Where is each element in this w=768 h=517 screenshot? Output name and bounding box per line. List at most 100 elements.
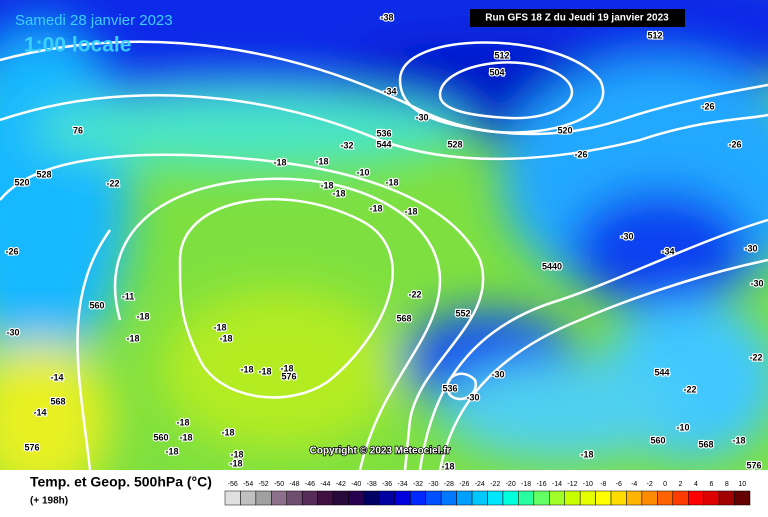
contour-label: 560 [650,435,665,445]
scale-swatch [301,490,318,506]
contour-label: -18 [385,177,398,187]
scale-label: -6 [616,481,622,488]
scale-label: -2 [647,481,653,488]
scale-label: -50 [274,481,284,488]
scale-swatch [518,490,535,506]
scale-label: -54 [243,481,253,488]
contour-label: -18 [320,180,333,190]
scale-swatch [255,490,272,506]
contour-label: -22 [408,289,421,299]
scale-swatch [456,490,473,506]
contour-label: -18 [580,449,593,459]
contour-label: -38 [380,12,393,22]
contour-label: -30 [620,231,633,241]
contour-label: 76 [73,125,83,135]
scale-label: 10 [738,481,746,488]
contour-label: -18 [732,435,745,445]
contour-label: -14 [33,407,46,417]
scale-swatch [240,490,257,506]
scale-swatch [271,490,288,506]
scale-label: -8 [600,481,606,488]
contour-label: -14 [50,372,63,382]
contour-label: 568 [698,439,713,449]
scale-label: -20 [506,481,516,488]
contour-label: -26 [728,139,741,149]
contour-label: -18 [165,446,178,456]
scale-label: -30 [428,481,438,488]
contour-label: -18 [219,333,232,343]
scale-swatch [734,490,751,506]
contour-label: -30 [6,327,19,337]
contour-label: 528 [36,169,51,179]
scale-swatch [363,490,380,506]
scale-swatch [487,490,504,506]
scale-label: -18 [521,481,531,488]
scale-label: -52 [259,481,269,488]
scale-label: -42 [336,481,346,488]
scale-swatch [703,490,720,506]
scale-label: -10 [583,481,593,488]
scale-label: -32 [413,481,423,488]
contour-label: 544 [654,367,669,377]
contour-label: -10 [676,422,689,432]
scale-swatch [672,490,689,506]
map-date: Samedi 28 janvier 2023 [15,12,173,29]
scale-swatch [641,490,658,506]
run-info: Run GFS 18 Z du Jeudi 19 janvier 2023 [485,13,669,24]
scale-swatch [410,490,426,506]
contour-label: 528 [447,139,462,149]
contour-label: 536 [442,383,457,393]
contour-label: -18 [126,333,139,343]
contour-label: -26 [5,246,18,256]
contours [0,40,768,471]
contour-label: 576 [746,460,761,470]
scale-swatch [394,490,411,506]
scale-label: -22 [490,481,500,488]
scale-label: -56 [228,481,238,488]
scale-label: 6 [709,481,713,488]
map-background [0,0,768,500]
scale-label: 2 [679,481,683,488]
scale-swatch [533,490,550,506]
scale-swatch [687,490,704,506]
scale-swatch [718,490,735,506]
scale-swatch [564,490,581,506]
contour-label: 512 [647,30,662,40]
scale-swatch [595,490,612,506]
contour-label: -18 [176,417,189,427]
scale-swatch [348,490,365,506]
scale-swatch [610,490,627,506]
scale-swatch [379,490,396,506]
scale-swatch [317,490,334,506]
scale-swatch [286,490,303,506]
scale-label: 8 [725,481,729,488]
contour-label: 568 [50,396,65,406]
contour-label: -18 [230,449,243,459]
contour-label: 560 [153,432,168,442]
scale-swatch [332,490,349,506]
contour-label: -26 [574,149,587,159]
scale-label: -28 [444,481,454,488]
contour-label: -18 [240,364,253,374]
contour-label: -18 [315,156,328,166]
scale-swatch [579,490,596,506]
scale-label: 4 [694,481,698,488]
scale-label: -44 [320,481,330,488]
contour-label: 520 [557,125,572,135]
scale-swatch [224,490,241,506]
scale-label: -12 [567,481,577,488]
contour-label: -30 [750,278,763,288]
footer-title: Temp. et Geop. 500hPa (°C) [30,474,212,490]
local-time: 1:00 locale [24,34,131,57]
scale-label: -46 [305,481,315,488]
contour-label: -18 [258,366,271,376]
contour-label: -22 [683,384,696,394]
scale-label: -38 [367,481,377,488]
scale-label: -34 [398,481,408,488]
contour-label: -18 [213,322,226,332]
contour-label: 520 [14,177,29,187]
contour-label: -18 [229,458,242,468]
scale-swatch [549,490,565,506]
forecast-hour: (+ 198h) [30,496,68,507]
